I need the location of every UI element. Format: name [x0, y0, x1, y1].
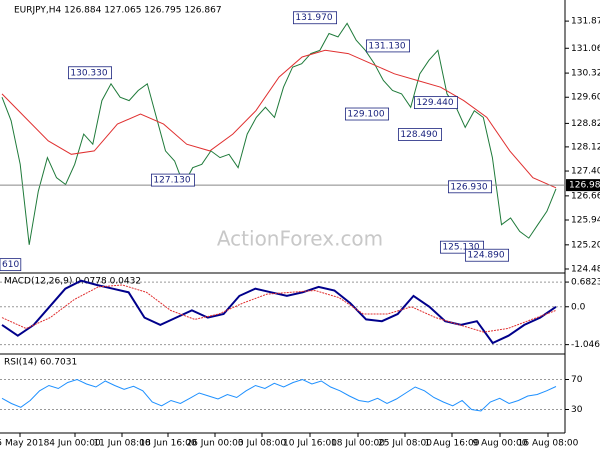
x-tick-label: 25 May 2018 — [0, 439, 50, 449]
x-tick-label: 18 Jun 16:00 — [139, 439, 196, 449]
price-annotation: 129.440 — [416, 98, 453, 108]
y-tick-label: 128.820 — [571, 119, 600, 129]
x-tick-label: 1 Aug 16:00 — [425, 439, 480, 449]
price-annotation-box — [413, 96, 458, 110]
y-tick-label: 30 — [571, 405, 583, 415]
symbol-header: EURJPY,H4 126.884 127.065 126.795 126.86… — [14, 6, 222, 16]
y-tick-label: 124.480 — [571, 264, 600, 274]
series-line — [1, 284, 557, 333]
indicator-title: RSI(14) 60.7031 — [4, 358, 77, 368]
price-annotation-box — [447, 180, 492, 194]
price-annotation: 124.890 — [467, 251, 504, 261]
price-annotation-box — [68, 66, 113, 80]
price-annotation: 129.100 — [347, 110, 384, 120]
indicator-title: MACD(12,26,9) 0.0778 0.0432 — [4, 277, 141, 287]
y-tick-label: 70 — [571, 375, 583, 385]
current-price-box — [566, 179, 600, 192]
y-tick-label: 131.060 — [571, 44, 600, 54]
watermark: ActionForex.com — [217, 227, 383, 251]
x-tick-label: 25 Jul 08:00 — [378, 439, 432, 449]
y-tick-label: 125.940 — [571, 216, 600, 226]
current-price-label: 126.980 — [569, 181, 600, 191]
price-annotation: 125.130 — [442, 243, 479, 253]
price-annotation-box — [365, 39, 410, 53]
y-tick-label: 125.200 — [571, 240, 600, 250]
x-tick-label: 10 Jul 16:00 — [283, 439, 337, 449]
y-tick-label: -1.0461 — [571, 340, 600, 350]
x-tick-label: 3 Jul 08:00 — [238, 439, 287, 449]
price-annotation: 130.330 — [70, 68, 107, 78]
series-line — [1, 22, 557, 245]
price-annotation-box — [397, 128, 442, 141]
y-tick-label: 128.120 — [571, 142, 600, 152]
y-tick-label: 127.400 — [571, 167, 600, 177]
price-annotation-box — [344, 107, 389, 121]
price-annotation: 128.490 — [400, 130, 437, 140]
y-tick-label: 129.600 — [571, 93, 600, 103]
price-annotation-box — [464, 248, 509, 262]
price-annotation-box — [150, 173, 195, 187]
price-annotation: 610 — [2, 260, 19, 270]
series-line — [1, 279, 557, 345]
x-tick-label: 9 Aug 00:00 — [473, 439, 528, 449]
y-tick-label: 126.660 — [571, 191, 600, 201]
x-tick-label: 18 Jul 00:00 — [331, 439, 385, 449]
series-line — [1, 378, 557, 412]
x-tick-label: 4 Jun 00:00 — [49, 439, 101, 449]
price-annotation: 126.930 — [450, 182, 487, 192]
y-tick-label: 0.6823 — [571, 278, 600, 288]
x-tick-label: 11 Jun 08:00 — [93, 439, 150, 449]
y-tick-label: 0.0 — [571, 302, 586, 312]
price-annotation-box — [0, 258, 22, 272]
x-tick-label: 26 Jun 00:00 — [186, 439, 243, 449]
y-tick-label: 131.870 — [571, 17, 600, 27]
y-tick-label: 130.320 — [571, 69, 600, 79]
price-annotation-box — [292, 11, 337, 25]
price-annotation: 131.970 — [295, 13, 332, 23]
series-line — [1, 49, 557, 189]
x-tick-label: 16 Aug 08:00 — [518, 439, 579, 449]
price-annotation: 131.130 — [368, 41, 405, 51]
price-annotation: 127.130 — [153, 176, 190, 186]
